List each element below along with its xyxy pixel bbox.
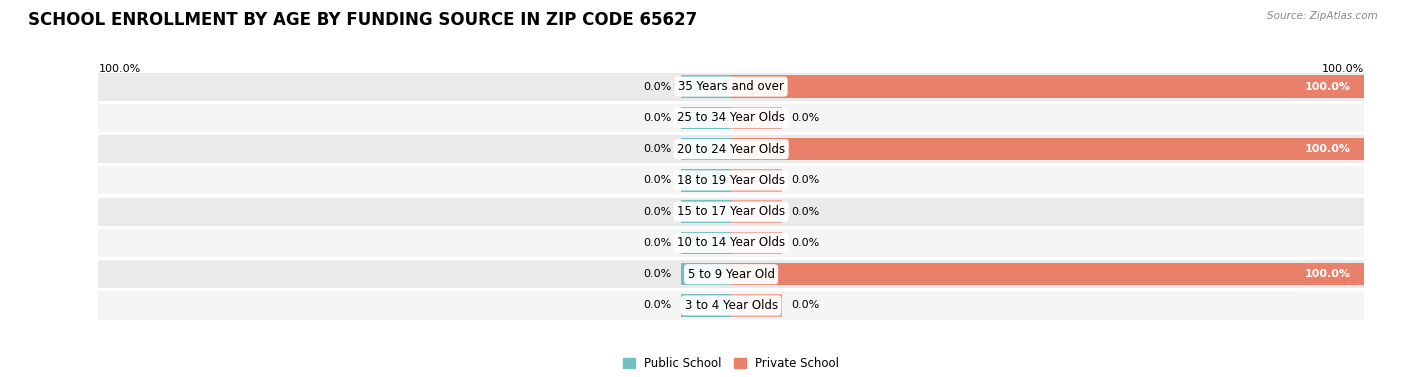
Bar [731,232,782,254]
Text: 20 to 24 Year Olds: 20 to 24 Year Olds [678,143,785,156]
Text: 100.0%: 100.0% [1305,81,1351,92]
Bar [98,166,1364,195]
Text: 25 to 34 Year Olds: 25 to 34 Year Olds [678,111,785,124]
Bar [731,75,1364,98]
Text: 0.0%: 0.0% [792,113,820,123]
Bar [681,138,731,160]
Text: 5 to 9 Year Old: 5 to 9 Year Old [688,268,775,281]
Bar [98,72,1364,101]
Bar [98,260,1364,288]
Bar [98,291,1364,320]
Text: 0.0%: 0.0% [792,207,820,217]
Text: 0.0%: 0.0% [643,300,671,311]
Bar [731,138,1364,160]
Bar [681,169,731,192]
Bar [98,104,1364,132]
Text: 3 to 4 Year Olds: 3 to 4 Year Olds [685,299,778,312]
Text: 0.0%: 0.0% [643,81,671,92]
Text: 0.0%: 0.0% [643,144,671,154]
Text: 0.0%: 0.0% [643,113,671,123]
Bar [731,263,1364,285]
Legend: Public School, Private School: Public School, Private School [619,352,844,375]
Bar [681,75,731,98]
Bar [681,263,731,285]
Text: 100.0%: 100.0% [1322,64,1364,74]
Text: 0.0%: 0.0% [792,300,820,311]
Text: 0.0%: 0.0% [643,207,671,217]
Text: 15 to 17 Year Olds: 15 to 17 Year Olds [678,205,785,218]
Bar [681,294,731,317]
Bar [98,198,1364,226]
Bar [731,107,782,129]
Text: SCHOOL ENROLLMENT BY AGE BY FUNDING SOURCE IN ZIP CODE 65627: SCHOOL ENROLLMENT BY AGE BY FUNDING SOUR… [28,11,697,29]
Text: 0.0%: 0.0% [643,238,671,248]
Text: 0.0%: 0.0% [643,175,671,185]
Bar [98,135,1364,163]
Text: 0.0%: 0.0% [643,269,671,279]
Bar [731,294,782,317]
Bar [98,229,1364,257]
Bar [681,201,731,223]
Text: 100.0%: 100.0% [1305,144,1351,154]
Text: 0.0%: 0.0% [792,175,820,185]
Text: 18 to 19 Year Olds: 18 to 19 Year Olds [678,174,785,187]
Bar [681,107,731,129]
Bar [681,232,731,254]
Bar [731,201,782,223]
Text: 35 Years and over: 35 Years and over [678,80,785,93]
Text: 100.0%: 100.0% [1305,269,1351,279]
Text: 100.0%: 100.0% [98,64,141,74]
Text: 10 to 14 Year Olds: 10 to 14 Year Olds [678,236,785,250]
Text: 0.0%: 0.0% [792,238,820,248]
Bar [731,169,782,192]
Text: Source: ZipAtlas.com: Source: ZipAtlas.com [1267,11,1378,21]
